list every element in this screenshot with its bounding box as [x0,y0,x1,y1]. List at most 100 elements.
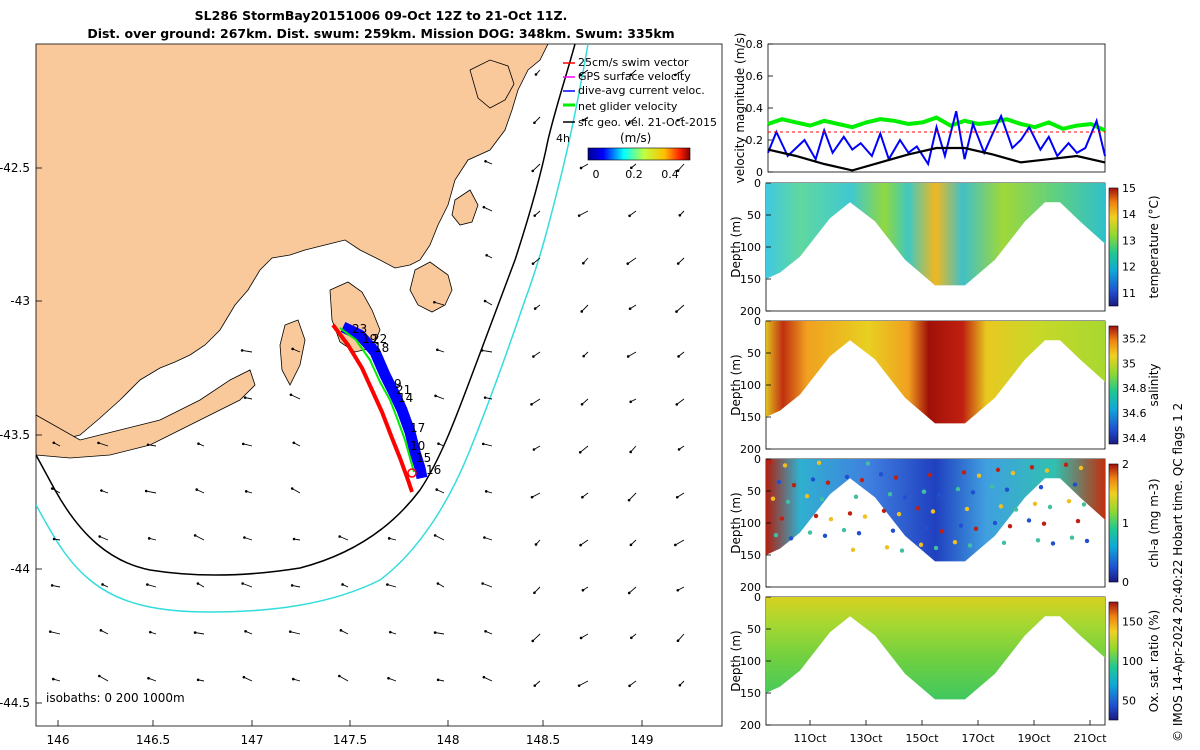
colorbar-unit: (m/s) [620,131,651,145]
legend-swim: 25cm/s swim vector [578,56,689,69]
chl-sample-dot [936,492,942,498]
chl-sample-dot [973,526,979,531]
current-arrow-head [51,677,55,681]
chl-sample-dot [881,508,887,514]
current-arrow [628,586,637,594]
colorbar-tick-label: 35.2 [1122,332,1147,345]
current-arrow [677,257,685,264]
current-arrow-head [146,443,150,447]
section-ylabel: Depth (m) [729,216,743,277]
current-arrow [628,116,637,124]
current-arrow-head [628,684,631,688]
current-arrow [533,351,541,357]
section-ytick-label: 200 [740,305,761,318]
chl-sample-dot [930,509,936,514]
current-arrow [434,301,445,306]
chl-sample-dot [782,463,788,468]
chl-sample-dot [844,474,850,480]
current-arrow-head [290,584,294,587]
chl-sample-dot [992,520,998,526]
section-ytick-label: 150 [740,273,761,286]
current-arrow [483,676,493,682]
current-arrow [51,488,61,494]
colorbar-label: chl-a (mg m-3) [1147,478,1161,567]
chl-sample-dot [1026,518,1032,523]
chl-sample-dot [927,472,933,478]
current-arrow [578,210,589,217]
chl-sample-dot [1007,524,1013,529]
current-arrow [675,69,685,76]
current-arrow [50,631,61,635]
current-arrow-head [675,403,679,406]
chl-sample-dot [970,490,976,495]
current-arrow-head [676,118,680,122]
current-arrow-head [484,159,487,163]
current-arrow [290,631,301,635]
chl-sample-dot [1038,484,1044,490]
chl-sample-dot [1047,504,1053,510]
current-arrow-head [435,488,439,491]
current-arrow-head [436,582,440,585]
time-xtick-label: 19Oct [1017,732,1051,745]
chl-sample-dot [822,533,828,538]
current-arrow-head [436,348,439,352]
current-arrow [195,632,205,635]
current-arrow-head [628,307,632,311]
section-colorbar [1108,325,1119,445]
isobath-200m [36,44,576,576]
current-arrow-head [630,166,633,170]
current-arrow-head [387,537,391,540]
current-arrow-head [675,310,678,313]
current-arrow [435,632,445,635]
chl-sample-dot [958,523,964,528]
current-arrow [243,443,253,447]
current-arrow-head [626,355,630,358]
current-arrow-head [582,354,585,358]
current-arrow-head [533,214,537,217]
current-arrow [534,116,541,124]
current-arrow-head [434,394,437,398]
section-ytick-label: 200 [740,581,761,594]
current-arrow-head [193,631,197,634]
day-label: 23 [352,322,367,336]
current-arrow-head [482,675,486,679]
velocity-ytick-label: 0.8 [746,38,764,51]
current-arrow [677,163,685,172]
current-arrow-head [338,535,342,538]
current-arrow-head [484,490,488,493]
section-data-field [766,597,1105,700]
chl-sample-dot [1041,521,1047,526]
chl-sample-dot [1044,468,1050,473]
current-arrow-head [244,490,248,493]
current-arrow-head [483,299,487,303]
current-arrow-head [50,584,54,587]
current-arrow [676,492,685,498]
chl-sample-dot [773,532,779,538]
colorbar-tick: 0.2 [625,168,643,181]
current-arrow-head [338,674,341,678]
current-arrow [627,257,637,265]
current-arrow [339,675,349,682]
legend-gps: GPS surface velocity [578,70,691,83]
chl-sample-dot [1063,462,1069,467]
chl-sample-dot [887,492,893,497]
current-arrow-head [240,349,244,352]
legend-geo: sfc geo. vel. 21-Oct-2015 [578,116,717,129]
current-arrow-head [99,629,103,632]
section-ytick-label: 100 [740,655,761,668]
current-arrow [290,394,301,400]
current-arrow-head [577,214,581,217]
tasmania-land [36,44,549,441]
current-arrow [484,300,493,306]
section-ytick-label: 150 [740,411,761,424]
section-ytick-label: 150 [740,687,761,700]
current-arrow-head [581,588,585,592]
current-arrow-head [630,636,633,640]
current-arrow-head [481,582,484,585]
chl-sample-dot [810,477,816,482]
current-arrow-head [676,169,680,173]
chl-sample-dot [995,467,1001,473]
current-arrow [387,584,397,588]
